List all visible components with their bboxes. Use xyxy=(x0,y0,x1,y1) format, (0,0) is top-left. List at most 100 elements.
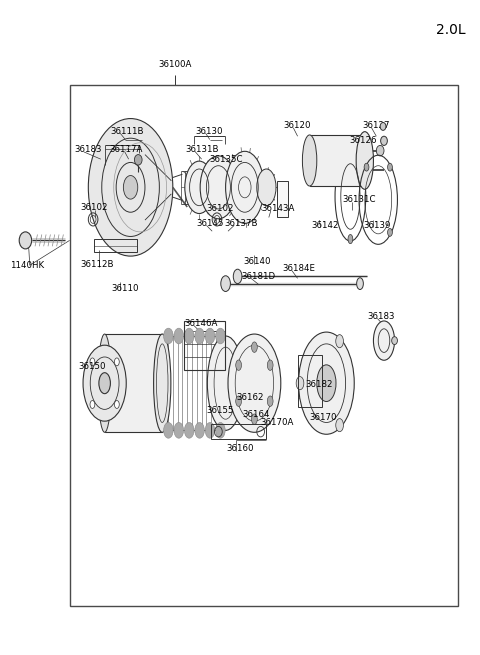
Ellipse shape xyxy=(360,171,365,180)
Ellipse shape xyxy=(336,419,344,432)
Text: 36131B: 36131B xyxy=(185,145,219,154)
Text: 36164: 36164 xyxy=(242,410,270,419)
Ellipse shape xyxy=(90,401,95,409)
Ellipse shape xyxy=(387,229,392,236)
Ellipse shape xyxy=(357,278,363,290)
Ellipse shape xyxy=(164,328,173,344)
Text: 36142: 36142 xyxy=(311,221,338,230)
Text: 36183: 36183 xyxy=(74,145,102,155)
Ellipse shape xyxy=(336,335,344,348)
Text: 36127: 36127 xyxy=(362,121,389,130)
Text: 36120: 36120 xyxy=(284,121,311,130)
Ellipse shape xyxy=(267,360,273,371)
Text: 36146A: 36146A xyxy=(184,319,218,328)
Ellipse shape xyxy=(228,334,281,432)
Text: 36145: 36145 xyxy=(197,219,224,228)
Bar xyxy=(298,355,322,407)
Text: 36162: 36162 xyxy=(236,393,264,402)
Ellipse shape xyxy=(296,377,304,390)
Ellipse shape xyxy=(236,360,241,371)
Ellipse shape xyxy=(257,169,276,206)
Bar xyxy=(277,181,288,217)
Text: 2.0L: 2.0L xyxy=(436,23,466,37)
Ellipse shape xyxy=(99,373,110,394)
Bar xyxy=(310,135,365,186)
Ellipse shape xyxy=(392,337,397,345)
Ellipse shape xyxy=(154,334,171,432)
Ellipse shape xyxy=(19,232,32,249)
Ellipse shape xyxy=(114,401,119,409)
Ellipse shape xyxy=(164,422,173,438)
Ellipse shape xyxy=(205,328,215,344)
Ellipse shape xyxy=(299,332,354,434)
Text: 36181D: 36181D xyxy=(241,272,276,281)
Text: 36112B: 36112B xyxy=(81,260,114,269)
Ellipse shape xyxy=(252,414,257,424)
Ellipse shape xyxy=(174,422,184,438)
Ellipse shape xyxy=(205,422,215,438)
Text: 36143A: 36143A xyxy=(261,204,295,214)
Bar xyxy=(184,321,225,370)
Text: 36100A: 36100A xyxy=(158,60,192,69)
Bar xyxy=(211,424,266,439)
Text: 36131C: 36131C xyxy=(342,195,376,204)
Ellipse shape xyxy=(83,345,126,421)
Ellipse shape xyxy=(387,163,392,171)
Ellipse shape xyxy=(207,336,244,430)
Text: 36130: 36130 xyxy=(196,126,223,136)
Text: 36182: 36182 xyxy=(306,380,333,389)
Text: 1140HK: 1140HK xyxy=(10,261,44,270)
Text: 36126: 36126 xyxy=(349,136,376,145)
Ellipse shape xyxy=(114,358,119,365)
Ellipse shape xyxy=(233,269,242,284)
Text: 36160: 36160 xyxy=(227,444,254,453)
Text: 36170: 36170 xyxy=(309,413,336,422)
Text: 36183: 36183 xyxy=(368,312,395,321)
Ellipse shape xyxy=(134,155,142,165)
Text: 36110: 36110 xyxy=(111,284,139,293)
Text: 36117A: 36117A xyxy=(109,145,143,155)
Ellipse shape xyxy=(216,328,225,344)
Ellipse shape xyxy=(317,365,336,402)
Ellipse shape xyxy=(216,422,225,438)
Ellipse shape xyxy=(221,276,230,291)
Ellipse shape xyxy=(376,145,384,156)
Text: 36150: 36150 xyxy=(78,362,106,371)
Ellipse shape xyxy=(381,136,387,145)
Ellipse shape xyxy=(195,422,204,438)
Text: 36102: 36102 xyxy=(81,203,108,212)
Ellipse shape xyxy=(336,171,340,180)
Ellipse shape xyxy=(302,135,317,186)
Ellipse shape xyxy=(348,234,353,244)
Ellipse shape xyxy=(195,328,204,344)
Ellipse shape xyxy=(226,151,264,223)
Ellipse shape xyxy=(185,161,214,214)
Text: 36139: 36139 xyxy=(363,221,391,230)
Ellipse shape xyxy=(90,358,95,365)
Ellipse shape xyxy=(200,156,237,219)
Text: 36140: 36140 xyxy=(244,257,271,267)
Text: 36137B: 36137B xyxy=(225,219,258,228)
Ellipse shape xyxy=(356,132,373,189)
Ellipse shape xyxy=(380,122,386,130)
Ellipse shape xyxy=(364,163,369,171)
Ellipse shape xyxy=(123,176,138,199)
Ellipse shape xyxy=(267,396,273,406)
Ellipse shape xyxy=(88,119,173,256)
Text: 36102: 36102 xyxy=(206,204,234,214)
Text: 36170A: 36170A xyxy=(261,418,294,427)
Ellipse shape xyxy=(373,321,395,360)
Ellipse shape xyxy=(98,334,111,432)
Ellipse shape xyxy=(236,396,241,406)
Ellipse shape xyxy=(174,328,184,344)
Bar xyxy=(70,85,458,606)
Bar xyxy=(94,239,137,252)
Text: 36135C: 36135C xyxy=(209,155,243,164)
Text: 36184E: 36184E xyxy=(282,264,315,273)
Ellipse shape xyxy=(184,328,194,344)
Text: 36155: 36155 xyxy=(206,406,234,415)
Bar xyxy=(105,334,162,432)
Ellipse shape xyxy=(252,342,257,352)
Text: 36111B: 36111B xyxy=(110,126,144,136)
Ellipse shape xyxy=(184,422,194,438)
